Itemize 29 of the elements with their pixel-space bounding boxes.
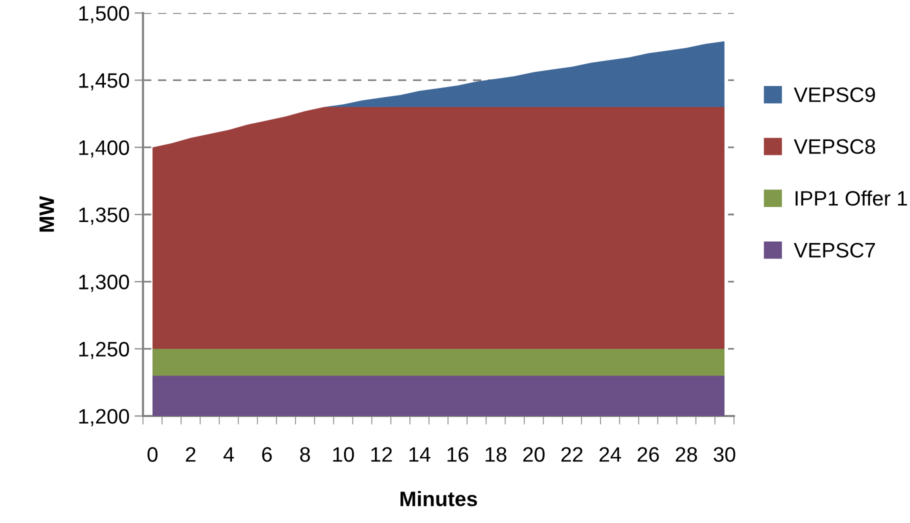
x-axis-title: Minutes	[400, 490, 477, 506]
x-tick-label: 8	[300, 447, 310, 462]
x-tick-label: 2	[186, 447, 196, 462]
x-tick-label: 18	[486, 447, 506, 462]
y-tick-label: 1,350	[79, 208, 129, 225]
x-tick-label: 4	[223, 447, 234, 462]
y-tick-label: 1,200	[79, 409, 129, 426]
y-tick-label: 1,400	[79, 140, 129, 158]
legend-label: VEPSC7	[794, 242, 875, 258]
legend-label: VEPSC9	[794, 87, 875, 102]
x-tick-label: 12	[371, 447, 392, 462]
x-tick-label: 22	[561, 447, 582, 462]
x-tick-label: 20	[523, 447, 545, 462]
x-tick-label: 26	[638, 447, 659, 462]
x-tick-label: 30	[714, 447, 736, 462]
y-axis-title: MW	[40, 196, 54, 232]
legend-label: VEPSC8	[794, 139, 876, 154]
x-tick-label: 28	[676, 447, 698, 462]
x-tick-label: 0	[148, 447, 158, 462]
y-tick-label: 1,450	[79, 73, 129, 90]
x-tick-label: 6	[262, 447, 272, 462]
y-tick-label: 1,500	[79, 6, 129, 24]
x-tick-label: 16	[448, 447, 468, 462]
x-tick-label: 14	[409, 447, 430, 462]
legend-label: IPP1 Offer 1	[796, 190, 907, 206]
x-tick-label: 10	[333, 447, 354, 462]
y-tick-label: 1,250	[79, 342, 129, 360]
y-tick-label: 1,300	[79, 274, 129, 292]
x-tick-label: 24	[600, 447, 622, 462]
